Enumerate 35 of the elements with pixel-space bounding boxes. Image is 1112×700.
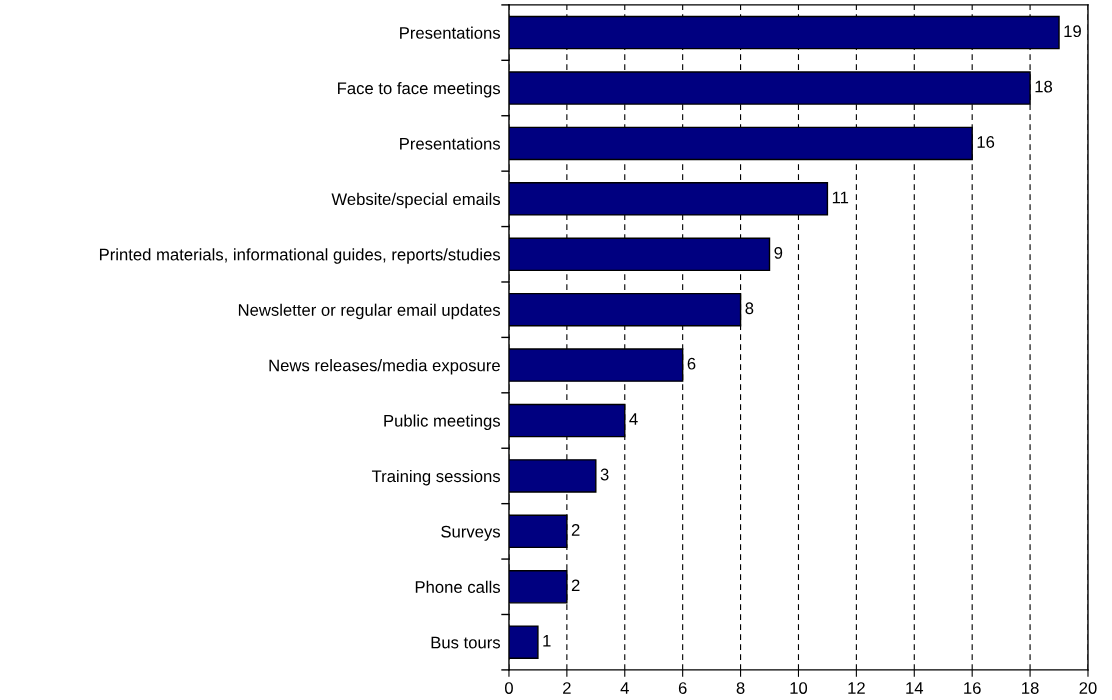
y-tick-label: Public meetings — [384, 414, 501, 431]
x-tick-label: 18 — [1022, 682, 1039, 694]
data-label: 2 — [571, 524, 580, 536]
x-tick-label: 12 — [848, 682, 865, 694]
x-tick-label: 20 — [1079, 682, 1097, 694]
y-tick-label: Training sessions — [371, 469, 501, 486]
data-label: 18 — [1035, 80, 1053, 93]
data-label: 19 — [1064, 25, 1081, 38]
y-tick-label: Bus tours — [431, 636, 501, 649]
data-label: 6 — [687, 357, 696, 370]
data-label: 8 — [745, 302, 754, 315]
data-label: 11 — [832, 191, 849, 204]
x-tick-label: 10 — [790, 682, 808, 694]
x-tick-label: 14 — [906, 682, 924, 694]
y-tick-label: Presentations — [400, 26, 501, 39]
y-tick-label: Phone calls — [415, 580, 501, 593]
y-tick-label: Newsletter or regular email updates — [238, 303, 501, 320]
x-tick-label: 4 — [620, 682, 629, 694]
y-tick-label: Website/special emails — [331, 192, 501, 209]
data-label: 1 — [543, 635, 551, 647]
y-tick-label: Surveys — [441, 525, 501, 541]
y-tick-label: Face to face meetings — [338, 81, 501, 98]
data-label: 2 — [571, 579, 580, 592]
y-tick-label: Printed materials, informational guides, reports/studies — [99, 248, 501, 264]
data-label: 9 — [774, 246, 783, 259]
x-tick-label: 0 — [504, 682, 513, 694]
data-label: 16 — [977, 136, 995, 148]
y-tick-label: News releases/media exposure — [269, 359, 500, 375]
data-label: 3 — [600, 468, 609, 481]
data-label: 4 — [629, 413, 638, 425]
x-tick-label: 16 — [964, 682, 981, 694]
x-tick-label: 2 — [563, 682, 571, 694]
x-tick-label: 6 — [678, 682, 687, 694]
x-tick-label: 8 — [736, 682, 745, 694]
y-tick-label: Presentations — [400, 137, 501, 150]
